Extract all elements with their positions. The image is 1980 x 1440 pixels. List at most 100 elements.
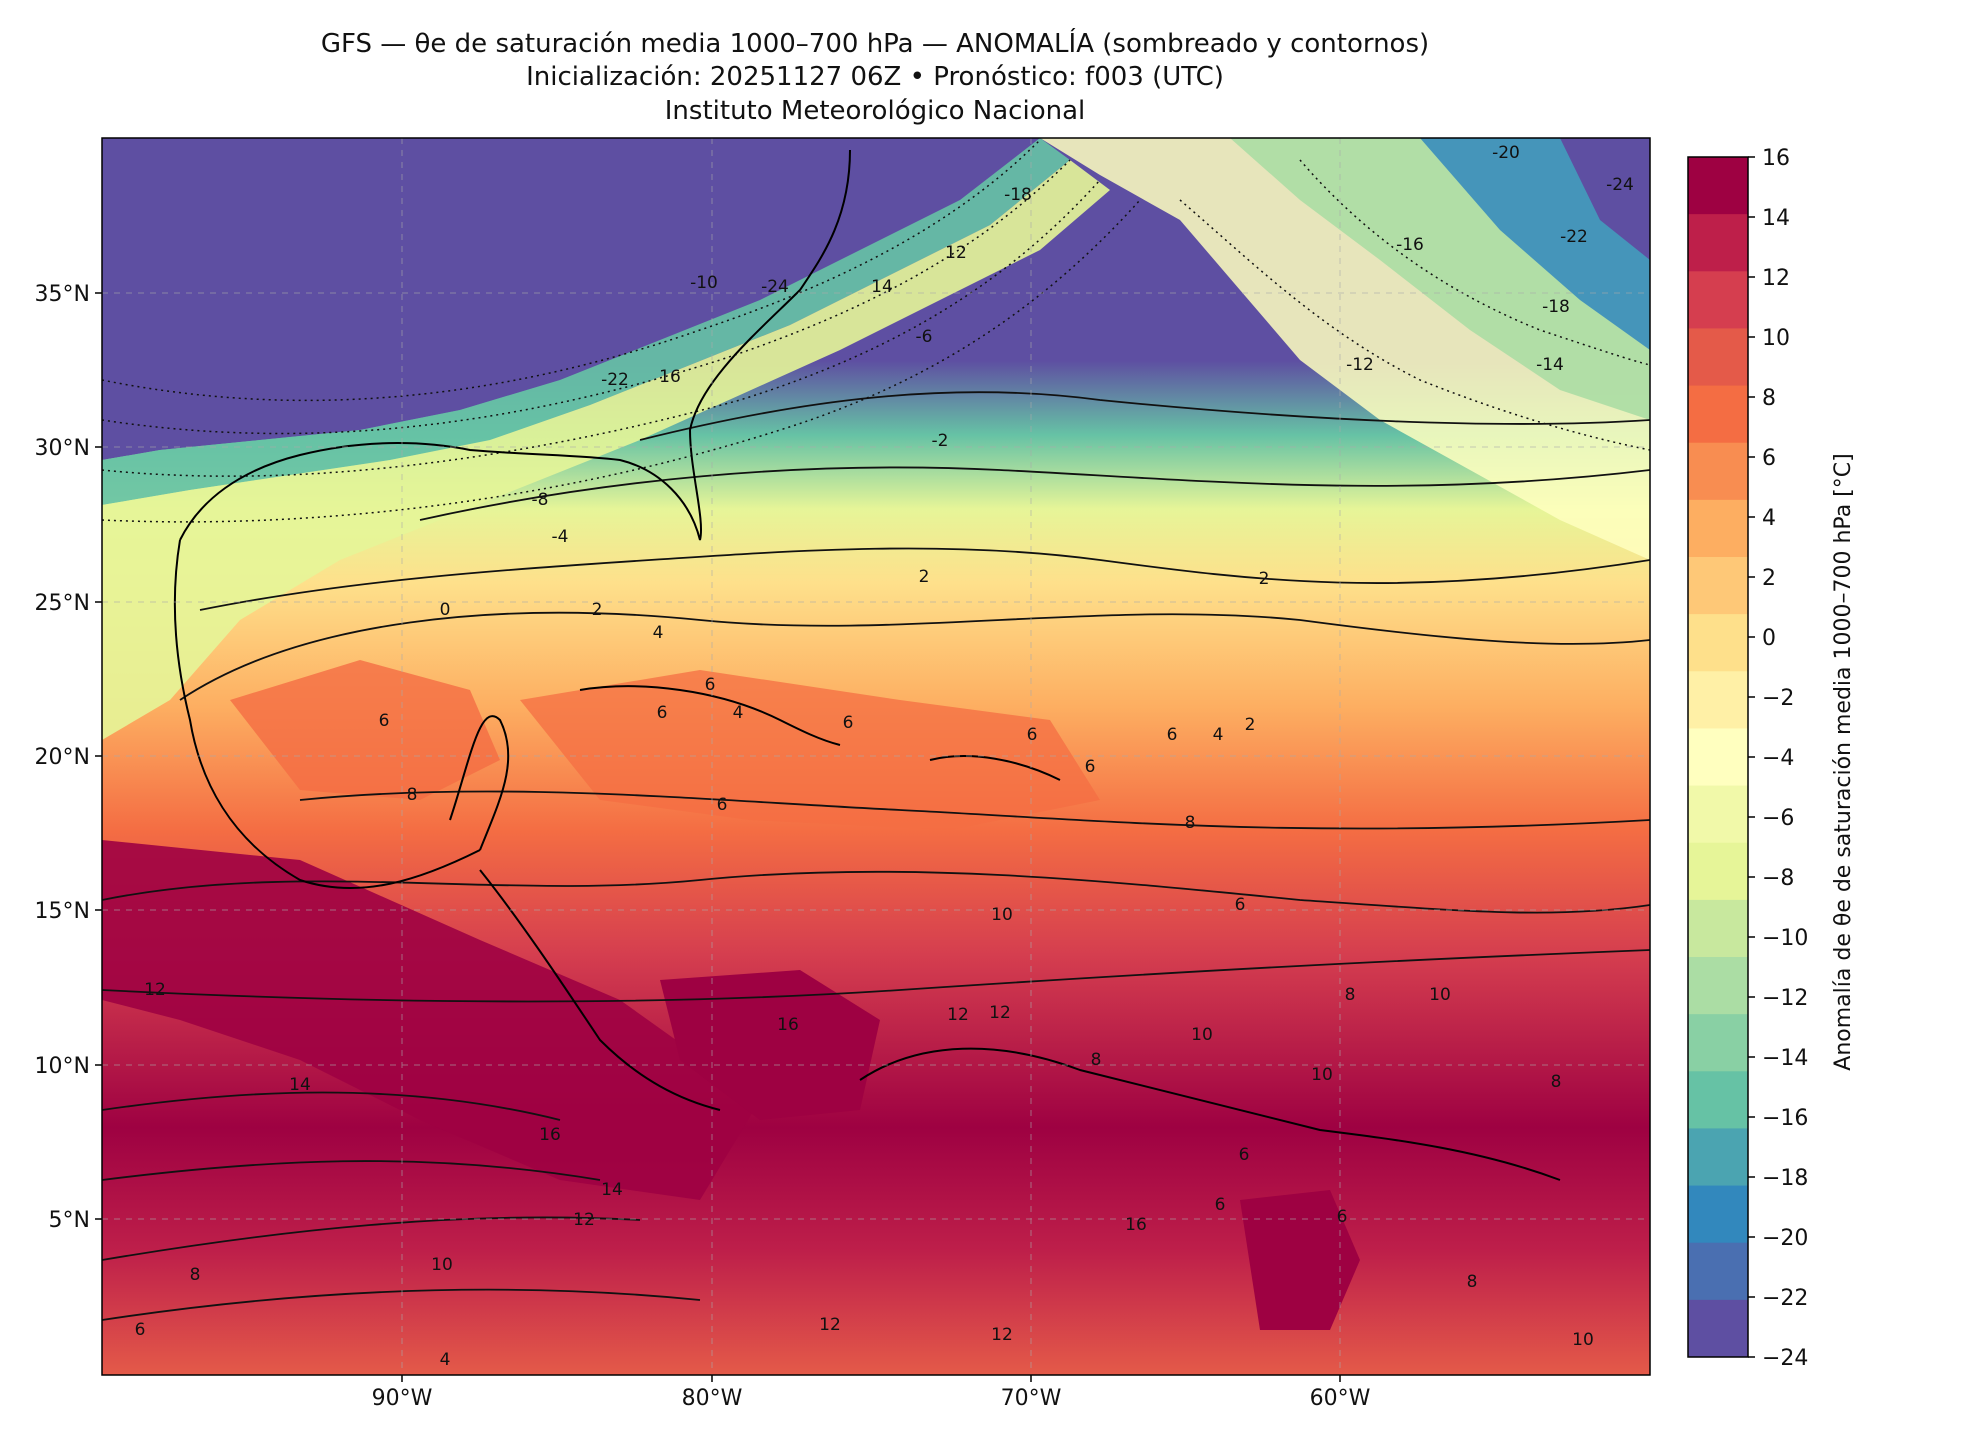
lat-tick-label: 25°N bbox=[35, 591, 90, 616]
contour-label: 10 bbox=[1572, 1330, 1594, 1350]
contour-label: 12 bbox=[819, 1315, 841, 1335]
contour-label: -4 bbox=[552, 527, 569, 547]
colorbar bbox=[1687, 156, 1749, 1358]
contour-label: 12 bbox=[947, 1005, 969, 1025]
contour-label: 6 bbox=[1085, 757, 1096, 777]
colorbar-segment bbox=[1688, 1242, 1748, 1301]
colorbar-tick-label: 4 bbox=[1762, 506, 1776, 531]
contour-line-negative bbox=[102, 179, 1101, 477]
contour-line bbox=[102, 1288, 701, 1321]
negative-contours bbox=[102, 139, 1650, 523]
contour-label: -14 bbox=[1536, 355, 1564, 375]
contour-label: 6 bbox=[379, 711, 390, 731]
colorbar-segment bbox=[1688, 614, 1748, 672]
contour-label: 8 bbox=[1551, 1072, 1562, 1092]
lat-tick-label: 5°N bbox=[49, 1208, 90, 1233]
contour-label: 6 bbox=[843, 713, 854, 733]
contour-label: 10 bbox=[431, 1255, 453, 1275]
contour-line bbox=[102, 1216, 641, 1261]
contour-line bbox=[102, 1091, 561, 1121]
warm-core-caribbean bbox=[520, 670, 1100, 830]
contour-label: 10 bbox=[991, 905, 1013, 925]
colorbar-segment bbox=[1688, 271, 1748, 329]
lon-axis: 90°W 80°W 70°W 60°W bbox=[372, 1375, 1371, 1411]
chart-subtitle-institute: Instituto Meteorológico Nacional bbox=[664, 96, 1086, 126]
warm-core-gulf bbox=[230, 660, 500, 800]
colorbar-tick-label: −2 bbox=[1762, 686, 1794, 711]
contour-label: -22 bbox=[1560, 227, 1588, 247]
contour-label: 16 bbox=[659, 367, 681, 387]
contour-label: 2 bbox=[1245, 715, 1256, 735]
colorbar-tick-label: −20 bbox=[1762, 1226, 1808, 1251]
contour-line-negative bbox=[1299, 159, 1650, 366]
lon-tick-label: 60°W bbox=[1310, 1386, 1371, 1411]
hot-core-colombia bbox=[660, 970, 880, 1120]
central-america-coast bbox=[479, 869, 721, 1111]
contour-label: 2 bbox=[1259, 569, 1270, 589]
contour-line bbox=[102, 870, 1650, 914]
contour-label: -22 bbox=[601, 370, 629, 390]
contour-label: 4 bbox=[733, 703, 744, 723]
colorbar-segment bbox=[1688, 1299, 1748, 1358]
contour-label: -12 bbox=[1346, 355, 1374, 375]
cuba-coast bbox=[579, 685, 841, 746]
contour-label: 14 bbox=[601, 1180, 623, 1200]
colorbar-tick-label: −6 bbox=[1762, 806, 1794, 831]
contour-label: 0 bbox=[440, 600, 451, 620]
contour-label: 4 bbox=[653, 623, 664, 643]
contour-line bbox=[179, 611, 1650, 701]
colorbar-segment bbox=[1688, 557, 1748, 615]
colorbar-segment bbox=[1688, 899, 1748, 958]
contour-label: 12 bbox=[989, 1003, 1011, 1023]
contour-label: -18 bbox=[1542, 297, 1570, 317]
contour-label: -6 bbox=[916, 327, 933, 347]
colorbar-segment bbox=[1688, 1185, 1748, 1244]
colorbar-tick-label: −24 bbox=[1762, 1346, 1808, 1371]
contour-label: 6 bbox=[717, 795, 728, 815]
colorbar-tick-label: 16 bbox=[1762, 146, 1790, 171]
contour-line-negative bbox=[1179, 199, 1650, 451]
lat-tick-label: 10°N bbox=[35, 1054, 90, 1079]
lon-tick-label: 80°W bbox=[682, 1386, 743, 1411]
colorbar-segment bbox=[1688, 328, 1748, 387]
contour-label: 6 bbox=[1027, 725, 1038, 745]
lon-tick-label: 90°W bbox=[372, 1386, 433, 1411]
contour-line bbox=[199, 547, 1650, 611]
colorbar-tick-label: −16 bbox=[1762, 1106, 1808, 1131]
contour-line bbox=[299, 790, 1650, 830]
contour-label: 8 bbox=[1185, 813, 1196, 833]
colorbar-segment bbox=[1688, 385, 1748, 444]
yucatan-coast bbox=[449, 715, 510, 851]
hot-core-pacific bbox=[102, 840, 760, 1200]
contour-label: 16 bbox=[1125, 1215, 1147, 1235]
colorbar-tick-label: 14 bbox=[1762, 206, 1790, 231]
gradient-band-north bbox=[102, 138, 1070, 505]
atlantic-coldest-region bbox=[1560, 138, 1650, 260]
contour-label: -8 bbox=[532, 490, 549, 510]
colorbar-tick-label: 12 bbox=[1762, 266, 1790, 291]
contour-label: 6 bbox=[1167, 725, 1178, 745]
colorbar-segment bbox=[1688, 157, 1748, 215]
colorbar-tick-label: 0 bbox=[1762, 626, 1776, 651]
colorbar-segment bbox=[1688, 214, 1748, 272]
colorbar-ticks: 16 14 12 10 8 6 4 2 0 −2 −4 −6 −8 −10 −12 −14 −16 −18 −20 −… bbox=[1748, 146, 1808, 1371]
contour-label: 4 bbox=[1213, 725, 1224, 745]
contour-label: 14 bbox=[289, 1075, 311, 1095]
colorbar-tick-label: −4 bbox=[1762, 746, 1794, 771]
contour-label: 10 bbox=[1311, 1065, 1333, 1085]
contour-label: 10 bbox=[1191, 1025, 1213, 1045]
mexico-coast bbox=[173, 539, 481, 890]
contour-label: 8 bbox=[190, 1265, 201, 1285]
colorbar-tick-label: 2 bbox=[1762, 566, 1776, 591]
colorbar-tick-label: 8 bbox=[1762, 386, 1776, 411]
colorbar-segment bbox=[1688, 957, 1748, 1015]
cold-anomaly-north bbox=[102, 138, 1040, 460]
lat-tick-label: 15°N bbox=[35, 899, 90, 924]
lat-tick-label: 35°N bbox=[35, 282, 90, 307]
gridlines bbox=[102, 138, 1650, 1375]
contour-label: 4 bbox=[440, 1350, 451, 1370]
contour-label: -24 bbox=[1606, 175, 1634, 195]
